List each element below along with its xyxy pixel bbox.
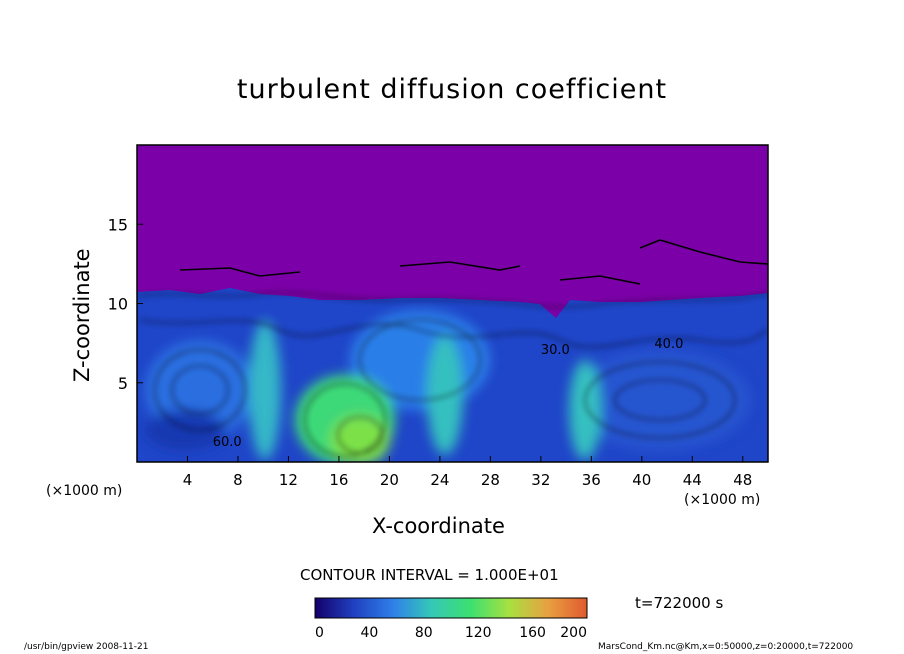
contour-labels: 60.0 40.0 30.0 xyxy=(213,337,684,450)
x-unit-left: (×1000 m) xyxy=(46,483,123,499)
x-axis-label: X-coordinate xyxy=(372,514,505,538)
colorbar: 0 40 80 120 160 200 xyxy=(314,597,588,641)
dark-gap-lower xyxy=(145,410,225,450)
bright-core xyxy=(330,415,390,462)
y-tick-label: 15 xyxy=(108,215,128,234)
cyan-band-left xyxy=(249,320,281,460)
cyan-band-right xyxy=(569,360,601,460)
colorbar-gradient xyxy=(314,597,588,619)
colorbar-tick-label: 200 xyxy=(560,625,587,641)
colorbar-tick-label: 0 xyxy=(315,625,324,641)
x-tick-label: 40 xyxy=(632,471,651,489)
colorbar-tick-labels: 0 40 80 120 160 200 xyxy=(315,625,587,641)
colorbar-tick-label: 160 xyxy=(519,625,546,641)
x-unit-right: (×1000 m) xyxy=(684,492,761,508)
vortex-right xyxy=(570,350,750,450)
x-axis-ticks xyxy=(186,456,744,462)
y-axis-ticks xyxy=(137,223,143,384)
upper-contour-fragments xyxy=(179,239,768,285)
x-tick-label: 8 xyxy=(233,471,243,489)
y-tick-label: 10 xyxy=(108,295,128,314)
chart-title: turbulent diffusion coefficient xyxy=(236,74,668,105)
x-tick-label: 20 xyxy=(380,471,399,489)
x-tick-labels: 4 8 12 16 20 24 28 32 36 40 44 48 xyxy=(183,471,753,489)
contour-value-label: 30.0 xyxy=(541,343,570,358)
x-tick-label: 48 xyxy=(733,471,752,489)
x-tick-label: 12 xyxy=(279,471,298,489)
contour-value-label: 60.0 xyxy=(213,435,242,450)
footer-right-text: MarsCond_Km.nc@Km,x=0:50000,z=0:20000,t=… xyxy=(598,642,854,652)
x-tick-label: 44 xyxy=(683,471,702,489)
y-axis-label: Z-coordinate xyxy=(70,248,94,382)
footer-left-text: /usr/bin/gpview 2008-11-21 xyxy=(24,642,149,652)
time-label: t=722000 s xyxy=(635,594,724,612)
x-tick-label: 4 xyxy=(183,471,193,489)
contour-lines xyxy=(137,291,768,457)
y-tick-labels: 5 10 15 xyxy=(108,215,128,393)
x-tick-label: 32 xyxy=(531,471,550,489)
colorbar-tick-label: 120 xyxy=(465,625,492,641)
colorbar-tick-label: 40 xyxy=(360,625,378,641)
cyan-band-center xyxy=(427,335,463,455)
x-tick-label: 36 xyxy=(582,471,601,489)
colorbar-tick-label: 80 xyxy=(415,625,433,641)
y-tick-label: 5 xyxy=(118,374,128,393)
contour-value-label: 40.0 xyxy=(654,337,683,352)
x-tick-label: 24 xyxy=(430,471,449,489)
contour-interval-text: CONTOUR INTERVAL = 1.000E+01 xyxy=(300,566,559,584)
x-tick-label: 16 xyxy=(329,471,348,489)
x-tick-label: 28 xyxy=(481,471,500,489)
